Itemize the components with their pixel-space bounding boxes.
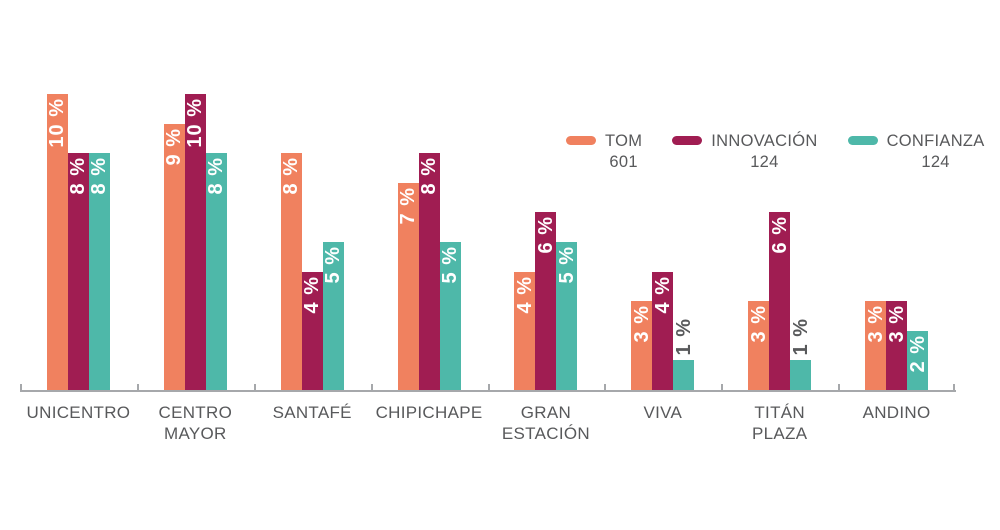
bar-confianza-viva: 1 %	[673, 318, 695, 390]
bar-innovación-centro-mayor: 10 %	[184, 94, 207, 390]
bar-value-label: 2 %	[906, 335, 929, 373]
axis-tick	[604, 384, 606, 390]
bar-tom-unicentro: 10 %	[46, 94, 69, 390]
axis-tick	[953, 384, 955, 390]
bar-innovación-gran-estaci-n: 6 %	[534, 212, 557, 390]
bar-value-label: 3 %	[864, 305, 887, 343]
category-label-santaf-: SANTAFÉ	[272, 403, 352, 422]
legend-series-name: TOM	[605, 132, 643, 150]
bar-innovación-viva: 4 %	[651, 272, 674, 390]
bar-value-label: 1 %	[789, 317, 812, 355]
bar-value-label: 8 %	[67, 157, 90, 195]
bar-value-label: 10 %	[46, 98, 69, 148]
legend-series-count: 601	[609, 153, 638, 171]
bar-value-label: 5 %	[439, 246, 462, 284]
bar-tom-tit-n-plaza: 3 %	[747, 301, 770, 390]
bar-innovación-unicentro: 8 %	[67, 153, 90, 390]
x-axis-ticks	[20, 384, 955, 390]
bar-group-unicentro: 10 % 8 % 8 %	[20, 90, 137, 390]
bar-value-label: 7 %	[397, 187, 420, 225]
bar-innovación-santaf-: 4 %	[301, 272, 324, 390]
legend-text-confianza: CONFIANZA 124	[887, 131, 985, 173]
legend-series-name: CONFIANZA	[886, 132, 985, 150]
category-label-gran-estaci-n: GRAN ESTACIÓN	[501, 403, 590, 443]
bar-value-label: 3 %	[630, 305, 653, 343]
axis-tick	[20, 384, 22, 390]
category-label-unicentro: UNICENTRO	[26, 403, 131, 422]
axis-tick	[371, 384, 373, 390]
bar-value-label: 4 %	[651, 276, 674, 314]
bar-value-label: 6 %	[768, 216, 791, 254]
bar-innovación-andino: 3 %	[885, 301, 908, 390]
bar-group-viva: 3 % 4 % 1 %	[604, 90, 721, 390]
bar-group-andino: 3 % 3 % 2 %	[838, 90, 955, 390]
axis-tick	[838, 384, 840, 390]
bar-tom-andino: 3 %	[864, 301, 887, 390]
bar-tom-viva: 3 %	[630, 301, 653, 390]
bar-confianza-unicentro: 8 %	[88, 153, 111, 390]
bar-value-label: 4 %	[513, 276, 536, 314]
legend-swatch-innovación	[672, 136, 703, 145]
bar-group-centro-mayor: 9 % 10 % 8 %	[137, 90, 254, 390]
bar-value-label: 3 %	[885, 305, 908, 343]
legend-item-innovación: INNOVACIÓN 124	[672, 131, 817, 173]
category-label-andino: ANDINO	[862, 403, 931, 422]
bar-innovación-chipichape: 8 %	[418, 153, 441, 390]
category-label-centro-mayor: CENTRO MAYOR	[158, 403, 233, 443]
bar-confianza-gran-estaci-n: 5 %	[555, 242, 578, 390]
axis-tick	[488, 384, 490, 390]
bar-tom-gran-estaci-n: 4 %	[513, 272, 536, 390]
axis-tick	[137, 384, 139, 390]
bar-confianza-andino: 2 %	[906, 331, 929, 390]
bar-tom-centro-mayor: 9 %	[163, 124, 186, 390]
legend-swatch-confianza	[847, 136, 878, 145]
legend-text-innovación: INNOVACIÓN 124	[711, 131, 817, 173]
bar-value-label: 3 %	[747, 305, 770, 343]
legend-item-tom: TOM 601	[566, 131, 642, 173]
bar-group-santaf-: 8 % 4 % 5 %	[254, 90, 371, 390]
bar-value-label: 6 %	[534, 216, 557, 254]
bar-innovación-tit-n-plaza: 6 %	[768, 212, 791, 390]
bar-group-gran-estaci-n: 4 % 6 % 5 %	[488, 90, 605, 390]
category-label-viva: VIVA	[643, 403, 683, 422]
bar-value-label: 1 %	[672, 317, 695, 355]
legend-series-count: 124	[921, 153, 950, 171]
bar-confianza-centro-mayor: 8 %	[205, 153, 228, 390]
chart-legend: TOM 601 INNOVACIÓN 124 CONFIANZA 124	[566, 131, 985, 173]
bar-confianza-chipichape: 5 %	[439, 242, 462, 390]
legend-swatch-tom	[566, 136, 596, 145]
bar-value-label: 9 %	[163, 128, 186, 166]
plot-area: 10 % 8 % 8 % 9 % 10 % 8 % 8 % 4 % 5 % 7 % 8 % 5 % 4 …	[20, 90, 955, 390]
bar-value-label: 8 %	[418, 157, 441, 195]
bar-tom-santaf-: 8 %	[280, 153, 303, 390]
legend-series-name: INNOVACIÓN	[711, 132, 818, 150]
bar-group-chipichape: 7 % 8 % 5 %	[371, 90, 488, 390]
bar-value-label: 8 %	[205, 157, 228, 195]
axis-tick	[721, 384, 723, 390]
category-label-tit-n-plaza: TITÁN PLAZA	[752, 403, 808, 443]
legend-item-confianza: CONFIANZA 124	[847, 131, 985, 173]
bar-value-label: 5 %	[322, 246, 345, 284]
bar-value-label: 8 %	[88, 157, 111, 195]
bar-confianza-tit-n-plaza: 1 %	[790, 318, 812, 390]
bar-tom-chipichape: 7 %	[397, 183, 420, 390]
legend-series-count: 124	[750, 153, 779, 171]
bar-value-label: 4 %	[301, 276, 324, 314]
bar-value-label: 5 %	[555, 246, 578, 284]
bar-value-label: 8 %	[280, 157, 303, 195]
bar-value-label: 10 %	[184, 98, 207, 148]
legend-text-tom: TOM 601	[605, 131, 642, 173]
x-axis-labels: UNICENTRO CENTRO MAYOR SANTAFÉ CHIPICHAPE GR…	[20, 402, 955, 444]
bar-group-tit-n-plaza: 3 % 6 % 1 %	[721, 90, 838, 390]
category-label-chipichape: CHIPICHAPE	[375, 403, 483, 422]
x-axis-line	[20, 390, 956, 392]
bar-confianza-santaf-: 5 %	[322, 242, 345, 390]
axis-tick	[254, 384, 256, 390]
